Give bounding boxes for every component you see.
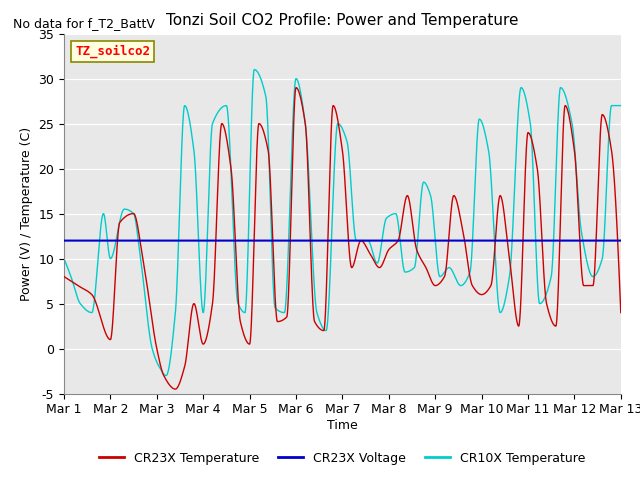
Y-axis label: Power (V) / Temperature (C): Power (V) / Temperature (C) <box>20 127 33 300</box>
Text: TZ_soilco2: TZ_soilco2 <box>75 44 150 58</box>
X-axis label: Time: Time <box>327 419 358 432</box>
Title: Tonzi Soil CO2 Profile: Power and Temperature: Tonzi Soil CO2 Profile: Power and Temper… <box>166 13 518 28</box>
Legend: CR23X Temperature, CR23X Voltage, CR10X Temperature: CR23X Temperature, CR23X Voltage, CR10X … <box>94 447 590 469</box>
Text: No data for f_T2_BattV: No data for f_T2_BattV <box>13 17 155 30</box>
